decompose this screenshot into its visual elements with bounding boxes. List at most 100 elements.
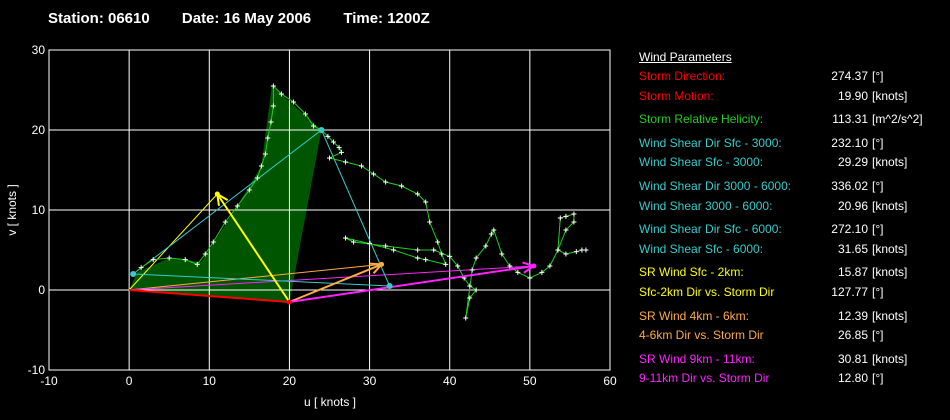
origin-helper-line <box>129 265 534 291</box>
parameter-unit: [°] <box>872 135 884 150</box>
x-tick-label: -10 <box>40 374 58 388</box>
parameter-unit: [m^2/s^2] <box>872 112 923 127</box>
hodograph-point-marker <box>583 247 589 253</box>
parameter-row: SR Wind 9km - 11km: 30.81 [knots] <box>639 350 944 370</box>
hodograph-point-marker <box>270 83 276 89</box>
hodograph-point-marker <box>447 253 453 259</box>
origin-helper-line <box>129 263 382 291</box>
parameter-label: SR Wind 4km - 6km: <box>639 308 750 323</box>
sr-wind-vector <box>289 263 382 303</box>
hodograph-point-marker <box>268 119 274 125</box>
parameter-row: Sfc-2km Dir vs. Storm Dir 127.77 [°] <box>639 283 944 303</box>
x-tick-label: 30 <box>363 374 377 388</box>
header: Station: 06610 Date: 16 May 2006 Time: 1… <box>48 10 458 27</box>
parameter-row: Wind Shear Dir Sfc - 3000: 232.10 [°] <box>639 134 944 154</box>
parameter-label: Wind Shear 3000 - 6000: <box>639 198 773 213</box>
parameter-unit: [°] <box>872 328 884 343</box>
tick-labels: -10 0 10 20 30 40 50 60 -10 0 10 20 30 <box>28 43 617 388</box>
hodograph-point-marker <box>431 247 437 253</box>
parameter-row: Wind Shear Dir Sfc - 6000: 272.10 [°] <box>639 220 944 240</box>
parameter-label: Sfc-2km Dir vs. Storm Dir <box>639 284 775 299</box>
hodograph-point-marker <box>262 151 268 157</box>
date-label: Date: 16 May 2006 <box>181 10 312 27</box>
hodograph-point-marker <box>563 227 569 233</box>
parameter-label: Wind Shear Sfc - 6000: <box>639 241 764 256</box>
hodograph-chart: -10 0 10 20 30 40 50 60 -10 0 10 20 30 u [ knots ] v… <box>5 43 617 409</box>
hodograph-point-marker <box>527 275 533 281</box>
hodograph-point-marker <box>359 163 365 169</box>
parameter-label: 4-6km Dir vs. Storm Dir <box>639 328 764 343</box>
hodograph-point-marker <box>234 203 240 209</box>
hodograph-point-marker <box>343 235 349 241</box>
hodograph-point-marker <box>563 213 569 219</box>
hodograph-point-marker <box>443 261 449 267</box>
parameter-unit: [knots] <box>872 351 908 366</box>
station-label: Station: 06610 <box>48 10 150 27</box>
y-tick-label: -10 <box>28 363 46 377</box>
x-tick-label: 50 <box>523 374 537 388</box>
y-axis-label: v [ knots ] <box>5 184 19 235</box>
parameter-unit: [knots] <box>872 155 908 170</box>
hodograph-point-marker <box>351 239 357 245</box>
parameter-row: Storm Motion: 19.90 [knots] <box>639 87 944 107</box>
parameter-row: SR Wind 4km - 6km: 12.39 [knots] <box>639 307 944 327</box>
hodograph-point-marker <box>222 219 228 225</box>
hodograph-point-marker <box>391 247 397 253</box>
hodograph-point-marker <box>254 175 260 181</box>
hodograph-point-marker <box>265 135 271 141</box>
hodograph-point-marker <box>415 191 421 197</box>
hodograph-point-marker <box>371 171 377 177</box>
hodograph-point-marker <box>507 263 513 269</box>
parameter-row: Wind Shear Sfc - 6000: 31.65 [knots] <box>639 240 944 260</box>
hodograph-point-marker <box>571 219 577 225</box>
x-tick-label: 20 <box>283 374 297 388</box>
parameter-label: Wind Shear Dir 3000 - 6000: <box>639 178 792 193</box>
parameter-value: 127.77 <box>831 284 868 299</box>
hodograph-point-marker <box>210 239 216 245</box>
hodograph-point-marker <box>473 255 479 261</box>
hodograph-shaded-area <box>129 86 322 302</box>
hodograph-point-marker <box>367 241 373 247</box>
plot-frame <box>48 49 611 371</box>
y-tick-label: 0 <box>38 283 45 297</box>
hodograph-point-marker <box>182 257 188 263</box>
parameter-unit: [knots] <box>872 241 908 256</box>
parameter-row: SR Wind Sfc - 2km: 15.87 [knots] <box>639 263 944 283</box>
sr-vector-tip <box>531 263 537 269</box>
hodograph-point-marker <box>343 159 349 165</box>
hodograph-point-marker <box>427 219 433 225</box>
hodograph-point-marker <box>547 263 553 269</box>
parameter-label: SR Wind 9km - 11km: <box>639 351 755 366</box>
parameter-label: Wind Shear Dir Sfc - 6000: <box>639 222 782 237</box>
x-tick-label: 60 <box>603 374 617 388</box>
hodograph-point-marker <box>539 269 545 275</box>
hodograph-point-marker <box>327 155 332 161</box>
storm-relative-vectors <box>216 192 537 303</box>
sr-wind-vector <box>289 265 535 303</box>
hodograph-point-marker <box>310 123 316 129</box>
plot-border <box>48 49 611 371</box>
parameter-unit: [°] <box>872 284 884 299</box>
hodograph-point-marker <box>555 247 561 253</box>
hodograph-point-marker <box>469 267 475 273</box>
hodograph-point-marker <box>473 287 479 293</box>
hodograph-point-marker <box>415 255 421 261</box>
hodograph-point-marker <box>336 145 342 151</box>
y-tick-label: 20 <box>32 123 46 137</box>
wind-shear-line <box>132 129 322 275</box>
hodograph-point-marker <box>423 257 429 263</box>
sr-vector-tip <box>214 191 220 197</box>
hodograph-point-marker <box>573 249 579 255</box>
parameter-unit: [°] <box>872 178 884 193</box>
hodograph-point-marker <box>302 111 308 117</box>
chart-lines <box>128 129 534 303</box>
parameter-unit: [°] <box>872 222 884 237</box>
hodograph-point-marker <box>439 251 445 257</box>
wind-parameters-panel: Wind Parameters Storm Direction: 274.37 [°… <box>639 48 944 389</box>
hodograph-point-marker <box>194 261 200 267</box>
x-tick-label: 10 <box>203 374 217 388</box>
parameter-label: SR Wind Sfc - 2km: <box>639 265 744 280</box>
hodograph-point-marker <box>325 133 331 139</box>
hodograph-point-marker <box>166 255 172 261</box>
hodograph-point-marker <box>467 283 473 289</box>
